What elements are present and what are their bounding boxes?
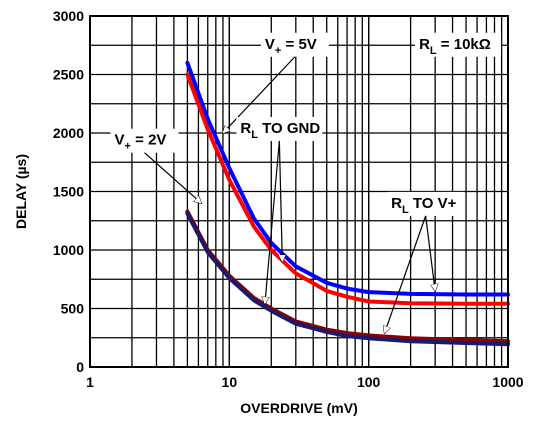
- annotation-2: RL = 10kΩ: [415, 32, 502, 57]
- annotation-arrow: [265, 140, 280, 304]
- x-tick-label: 1000: [492, 374, 523, 390]
- annotation-arrow: [223, 56, 296, 133]
- y-tick-label: 2500: [53, 67, 84, 83]
- annotation-arrow: [385, 215, 427, 333]
- y-tick-label: 1000: [53, 242, 84, 258]
- annotation-bg: [387, 191, 465, 216]
- x-axis-title: OVERDRIVE (mV): [240, 400, 357, 416]
- y-tick-label: 3000: [53, 8, 84, 24]
- series-line-4: [185, 211, 510, 347]
- y-tick-label: 2000: [53, 125, 84, 141]
- annotation-label: RL = 10kΩ: [419, 36, 491, 57]
- series-line-2: [185, 72, 510, 306]
- annotation-label: V+ = 2V: [115, 132, 167, 153]
- y-tick-label: 500: [61, 301, 85, 317]
- x-tick-label: 1: [86, 374, 94, 390]
- annotation-arrow: [144, 152, 202, 204]
- annotation-bg: [236, 117, 323, 141]
- annotation-bg: [260, 32, 329, 57]
- annotation-bg: [415, 32, 502, 57]
- annotation-1: V+ = 5V: [223, 32, 329, 133]
- x-tick-label: 10: [222, 374, 238, 390]
- series-line-1: [185, 60, 510, 297]
- tick-labels: 1 10 100 1000 0 500 1000 1500 2000 2500 3000: [53, 8, 524, 390]
- annotations: V+ = 5V RL = 10kΩ V+ = 2V RL TO GND RL TO V+: [110, 32, 502, 333]
- grid: [89, 15, 509, 368]
- annotation-label: V+ = 5V: [265, 36, 317, 57]
- plot-frame: [89, 15, 509, 368]
- annotation-3: V+ = 2V: [110, 128, 202, 204]
- annotation-4: RL TO GND: [236, 117, 323, 304]
- x-tick-label: 100: [357, 374, 381, 390]
- annotation-label: RL TO V+: [391, 195, 456, 216]
- y-tick-label: 1500: [53, 184, 84, 200]
- annotation-bg: [110, 128, 179, 153]
- y-tick-label: 0: [76, 359, 84, 375]
- annotation-arrow: [279, 140, 282, 262]
- series-group: [185, 60, 510, 347]
- annotation-arrow: [425, 215, 435, 291]
- annotation-5: RL TO V+: [385, 191, 465, 333]
- y-axis-title: DELAY (µs): [13, 154, 29, 229]
- annotation-label: RL TO GND: [240, 120, 320, 141]
